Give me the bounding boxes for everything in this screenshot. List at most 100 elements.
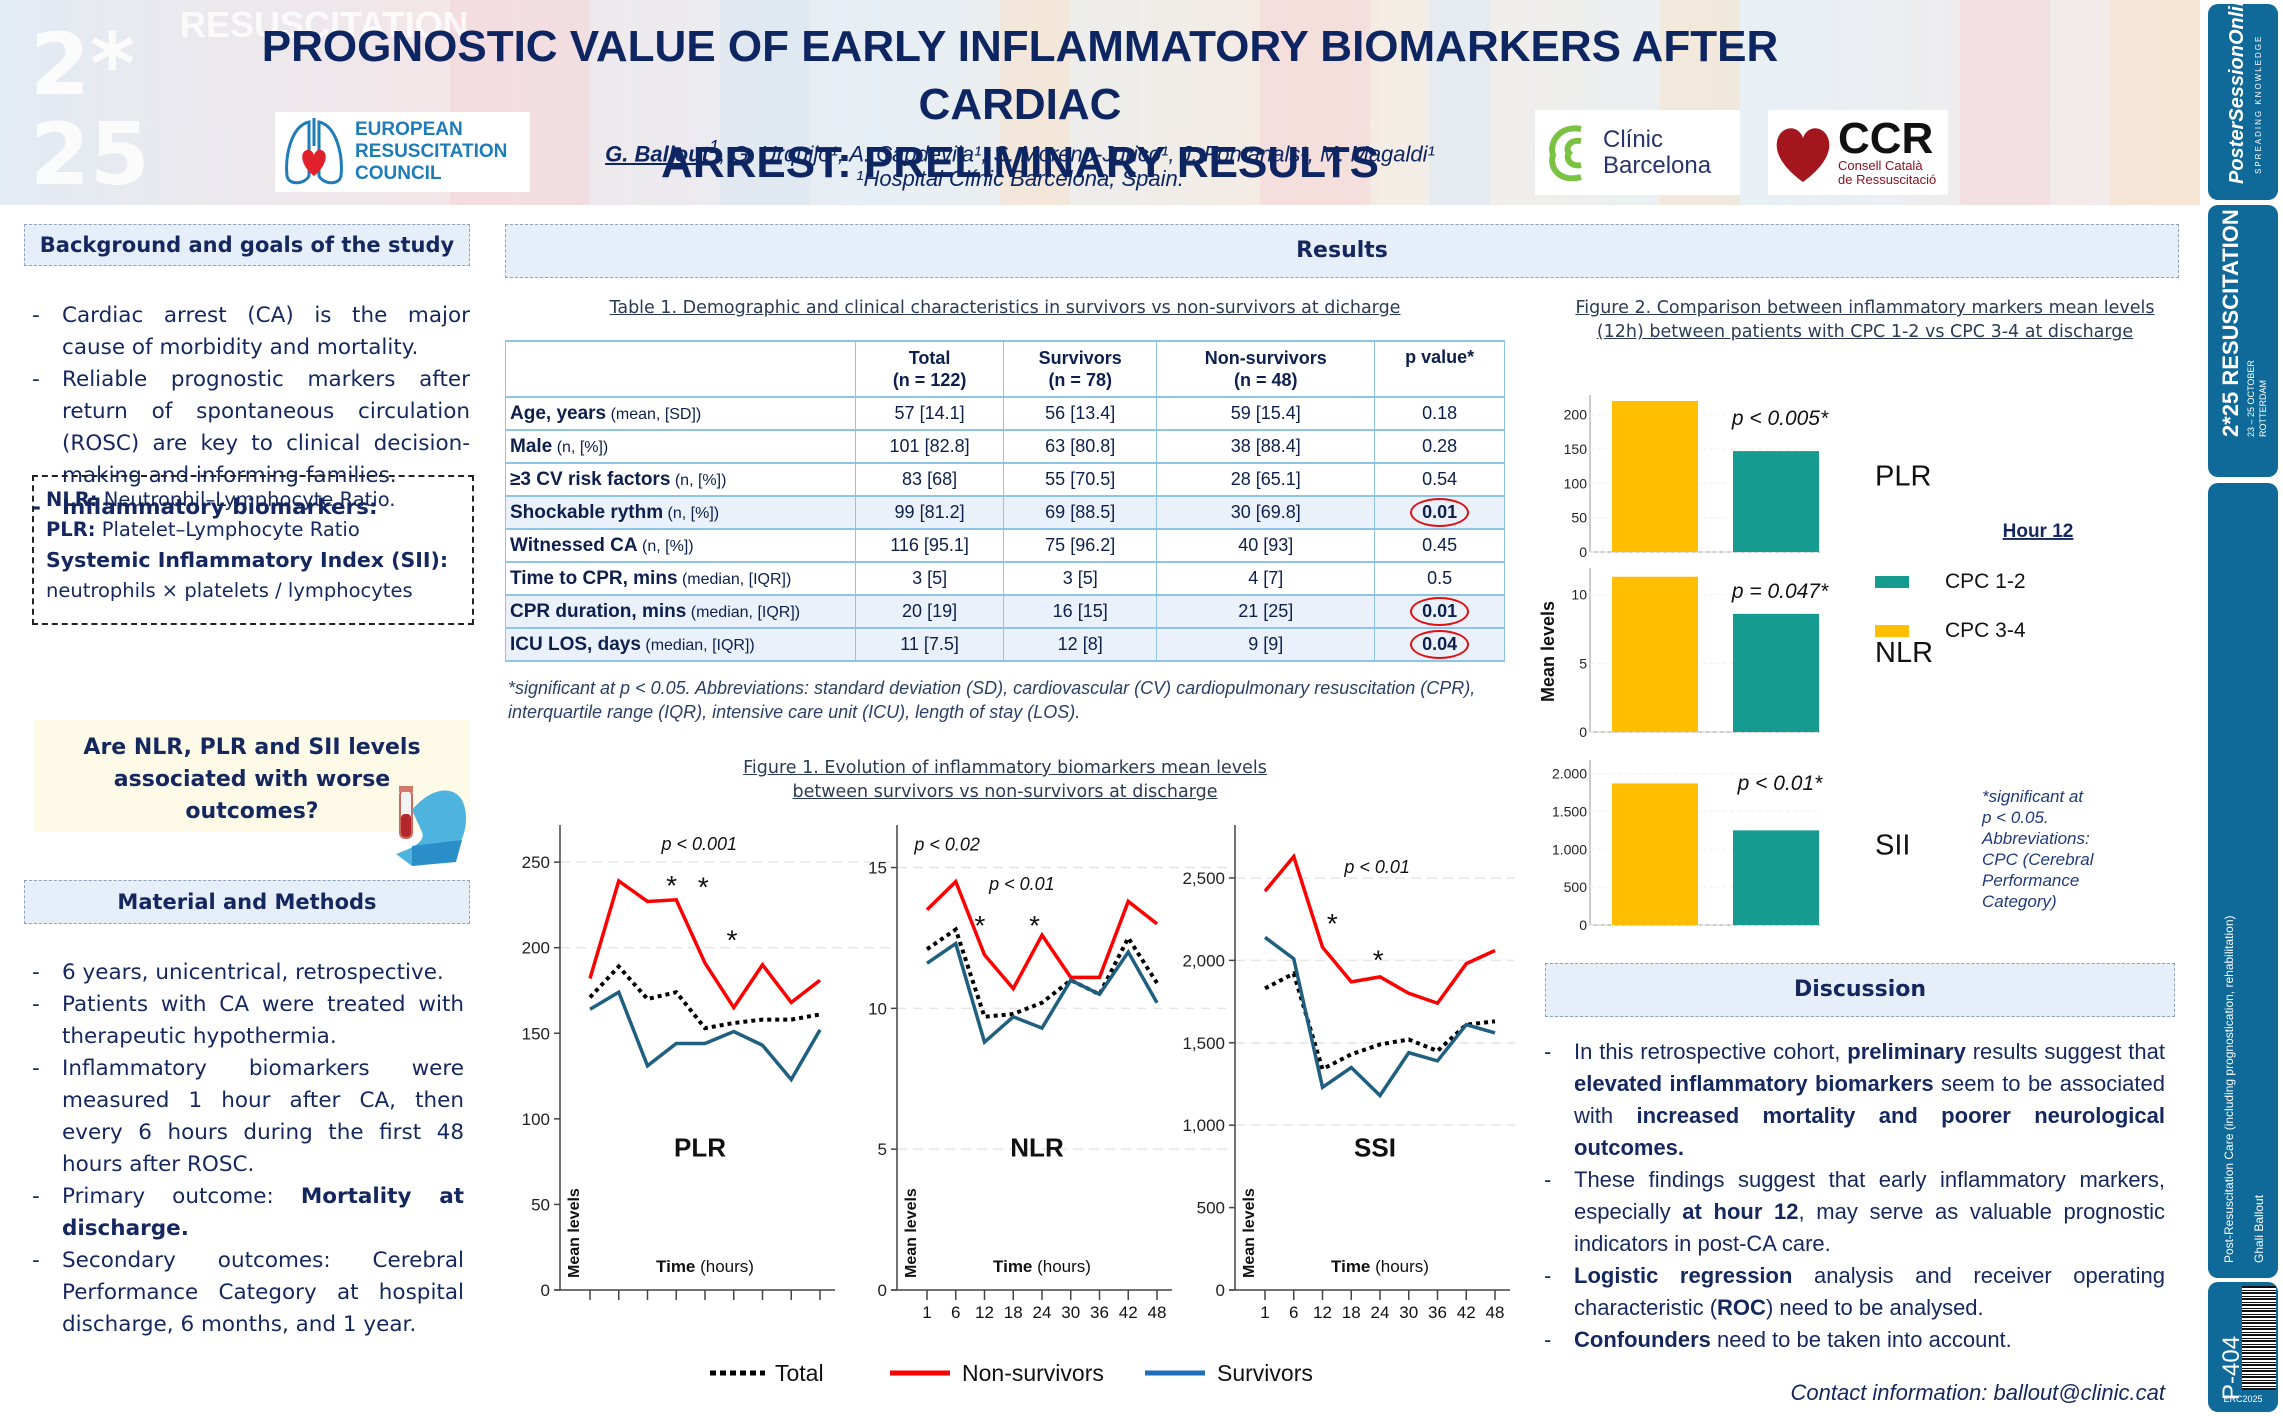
row-label-unit: (median, [IQR]) [686,603,801,621]
definition-term: PLR: [46,518,96,541]
cell-total: 3 [5] [855,562,1005,596]
x-tick-label: 42 [1119,1303,1138,1322]
x-tick-label: 24 [1371,1303,1390,1322]
cell-total: 11 [7.5] [855,628,1005,662]
table-row: Time to CPR, mins (median, [IQR]) 3 [5] 3 … [505,562,1505,596]
cell-p-value: 0.18 [1374,397,1505,431]
cell-p-value: 0.28 [1374,430,1505,464]
y-tick-label: 1,500 [1182,1034,1225,1053]
y-tick-label: 1.500 [1552,803,1587,819]
table-row: Witnessed CA (n, [%]) 116 [95.1] 75 [96.2]… [505,529,1505,563]
x-tick-label: 6 [1289,1303,1298,1322]
y-tick-label: 100 [522,1110,550,1129]
definition-text: neutrophils × platelets / lymphocytes [46,579,413,602]
series-line-survivors [589,989,822,1083]
y-tick-label: 0 [1579,544,1587,560]
x-axis-label: Time (hours) [1331,1257,1429,1276]
y-axis-label: Mean levels [566,1188,583,1278]
p-value-annotation: p < 0.001 [660,834,737,854]
cell-nonsurv: 30 [69.8] [1156,496,1376,530]
p-value-annotation: p < 0.02 [913,835,980,855]
sidebar-topic-panel: Post-Resuscitation Care (including progn… [2208,483,2278,1278]
discussion-bullet: Confounders need to be taken into accoun… [1540,1324,2165,1356]
definition-term: NLR: [46,488,98,511]
poster-header: 2* 25 RESUSCITATION PROGNOSTIC VALUE OF … [0,0,2200,205]
affiliation: ¹Hospital Clínic Barcelona, Spain. [856,166,1184,191]
p-value-annotation: p < 0.01 [988,874,1055,894]
chart-title: NLR [1010,1133,1064,1163]
row-label-unit: (mean, [SD]) [606,405,702,423]
cell-p-value: 0.45 [1374,529,1505,563]
table1-caption: Table 1. Demographic and clinical charac… [609,298,1401,318]
y-tick-label: 1,000 [1182,1116,1225,1135]
y-tick-label: 0 [878,1281,887,1300]
y-tick-label: 0 [1579,917,1587,933]
row-label-unit: (n, [%]) [637,537,694,555]
y-tick-label: 10 [1571,587,1587,603]
x-tick-label: 18 [1342,1303,1361,1322]
clinic-logo-text: Clínic Barcelona [1603,126,1712,179]
chart-title: SSI [1354,1133,1396,1163]
bullet-text: 6 years, unicentrical, retrospective. [62,960,444,985]
clinic-line: Barcelona [1603,151,1712,179]
legend-swatch [1875,576,1909,588]
bar-cpc-1-2 [1733,613,1819,732]
footnote-line: CPC (Cerebral [1982,850,2095,869]
y-tick-label: 500 [1564,879,1588,895]
caption-line: (12h) between patients with CPC 1-2 vs C… [1596,322,2134,342]
row-label-main: CPR duration, mins [510,600,687,622]
methods-bullet: Inflammatory biomarkers were measured 1 … [28,1053,464,1181]
legend-label: CPC 3-4 [1945,619,2026,642]
cell-total: 20 [19] [855,595,1005,629]
x-tick-label: 1 [1260,1303,1269,1322]
caption-line: Figure 1. Evolution of inflammatory biom… [743,758,1267,778]
significant-p-value: 0.01 [1410,597,1470,626]
table-row: ICU LOS, days (median, [IQR]) 11 [7.5] 12 … [505,628,1505,662]
table-header-row: Total (n = 122) Survivors (n = 78) Non-sur… [505,341,1505,398]
row-label-unit: (n, [%]) [552,438,609,456]
cell-surv: 55 [70.5] [1003,463,1158,497]
table-header-cell: Total (n = 122) [855,341,1005,398]
cell-surv: 56 [13.4] [1003,397,1158,431]
bg-tile [1000,0,1070,205]
bg-tile [1430,0,1490,205]
y-tick-label: 50 [531,1195,550,1214]
poster-title: PROGNOSTIC VALUE OF EARLY INFLAMMATORY B… [240,18,1800,192]
row-label: ICU LOS, days (median, [IQR]) [505,628,856,662]
results-heading: Results [505,224,2179,278]
x-tick-label: 18 [1004,1303,1023,1322]
cell-p-value: 0.54 [1374,463,1505,497]
line-chart-ssi: 0 500 1,000 1,500 2,000 2,500 1 6 12 18 24 30 36 42 48… [1182,825,1515,1322]
row-label-main: ≥3 CV risk factors [510,468,671,490]
significance-star: * [725,925,737,956]
significance-star: * [665,870,677,901]
conference-year-mark: 2* 25 [30,20,150,200]
figure1-caption: Figure 1. Evolution of inflammatory biom… [505,756,1505,804]
row-label-unit: (n, [%]) [663,504,720,522]
definition-text: Neutrophil–Lymphocyte Ratio. [103,488,396,511]
header-line: p value* [1405,347,1475,367]
red-heart-icon [1776,127,1830,182]
definition-text: Platelet–Lymphocyte Ratio [101,518,360,541]
event-city: ROTTERDAM [2258,380,2268,437]
series-line-non-survivors [925,878,1159,992]
erc-line: RESUSCITATION [355,141,508,162]
x-tick-label: 1 [922,1303,931,1322]
erc-line: COUNCIL [355,163,442,184]
y-tick-label: 500 [1197,1199,1225,1218]
x-tick-label: 36 [1090,1303,1109,1322]
cell-total: 83 [68] [855,463,1005,497]
significance-star: * [973,910,985,941]
cell-nonsurv: 9 [9] [1156,628,1376,662]
bullet-bold: Mortality at discharge. [62,1184,464,1241]
brand-name: PosterSessionOnline [2226,0,2248,184]
cell-surv: 75 [96.2] [1003,529,1158,563]
y-tick-label: 1.000 [1552,841,1587,857]
y-tick-label: 2,500 [1182,869,1225,888]
y-axis-label: Mean levels [903,1188,920,1278]
cell-p-value: 0.01 [1374,595,1505,629]
row-label: Time to CPR, mins (median, [IQR]) [505,562,856,596]
y-tick-label: 150 [522,1024,550,1043]
